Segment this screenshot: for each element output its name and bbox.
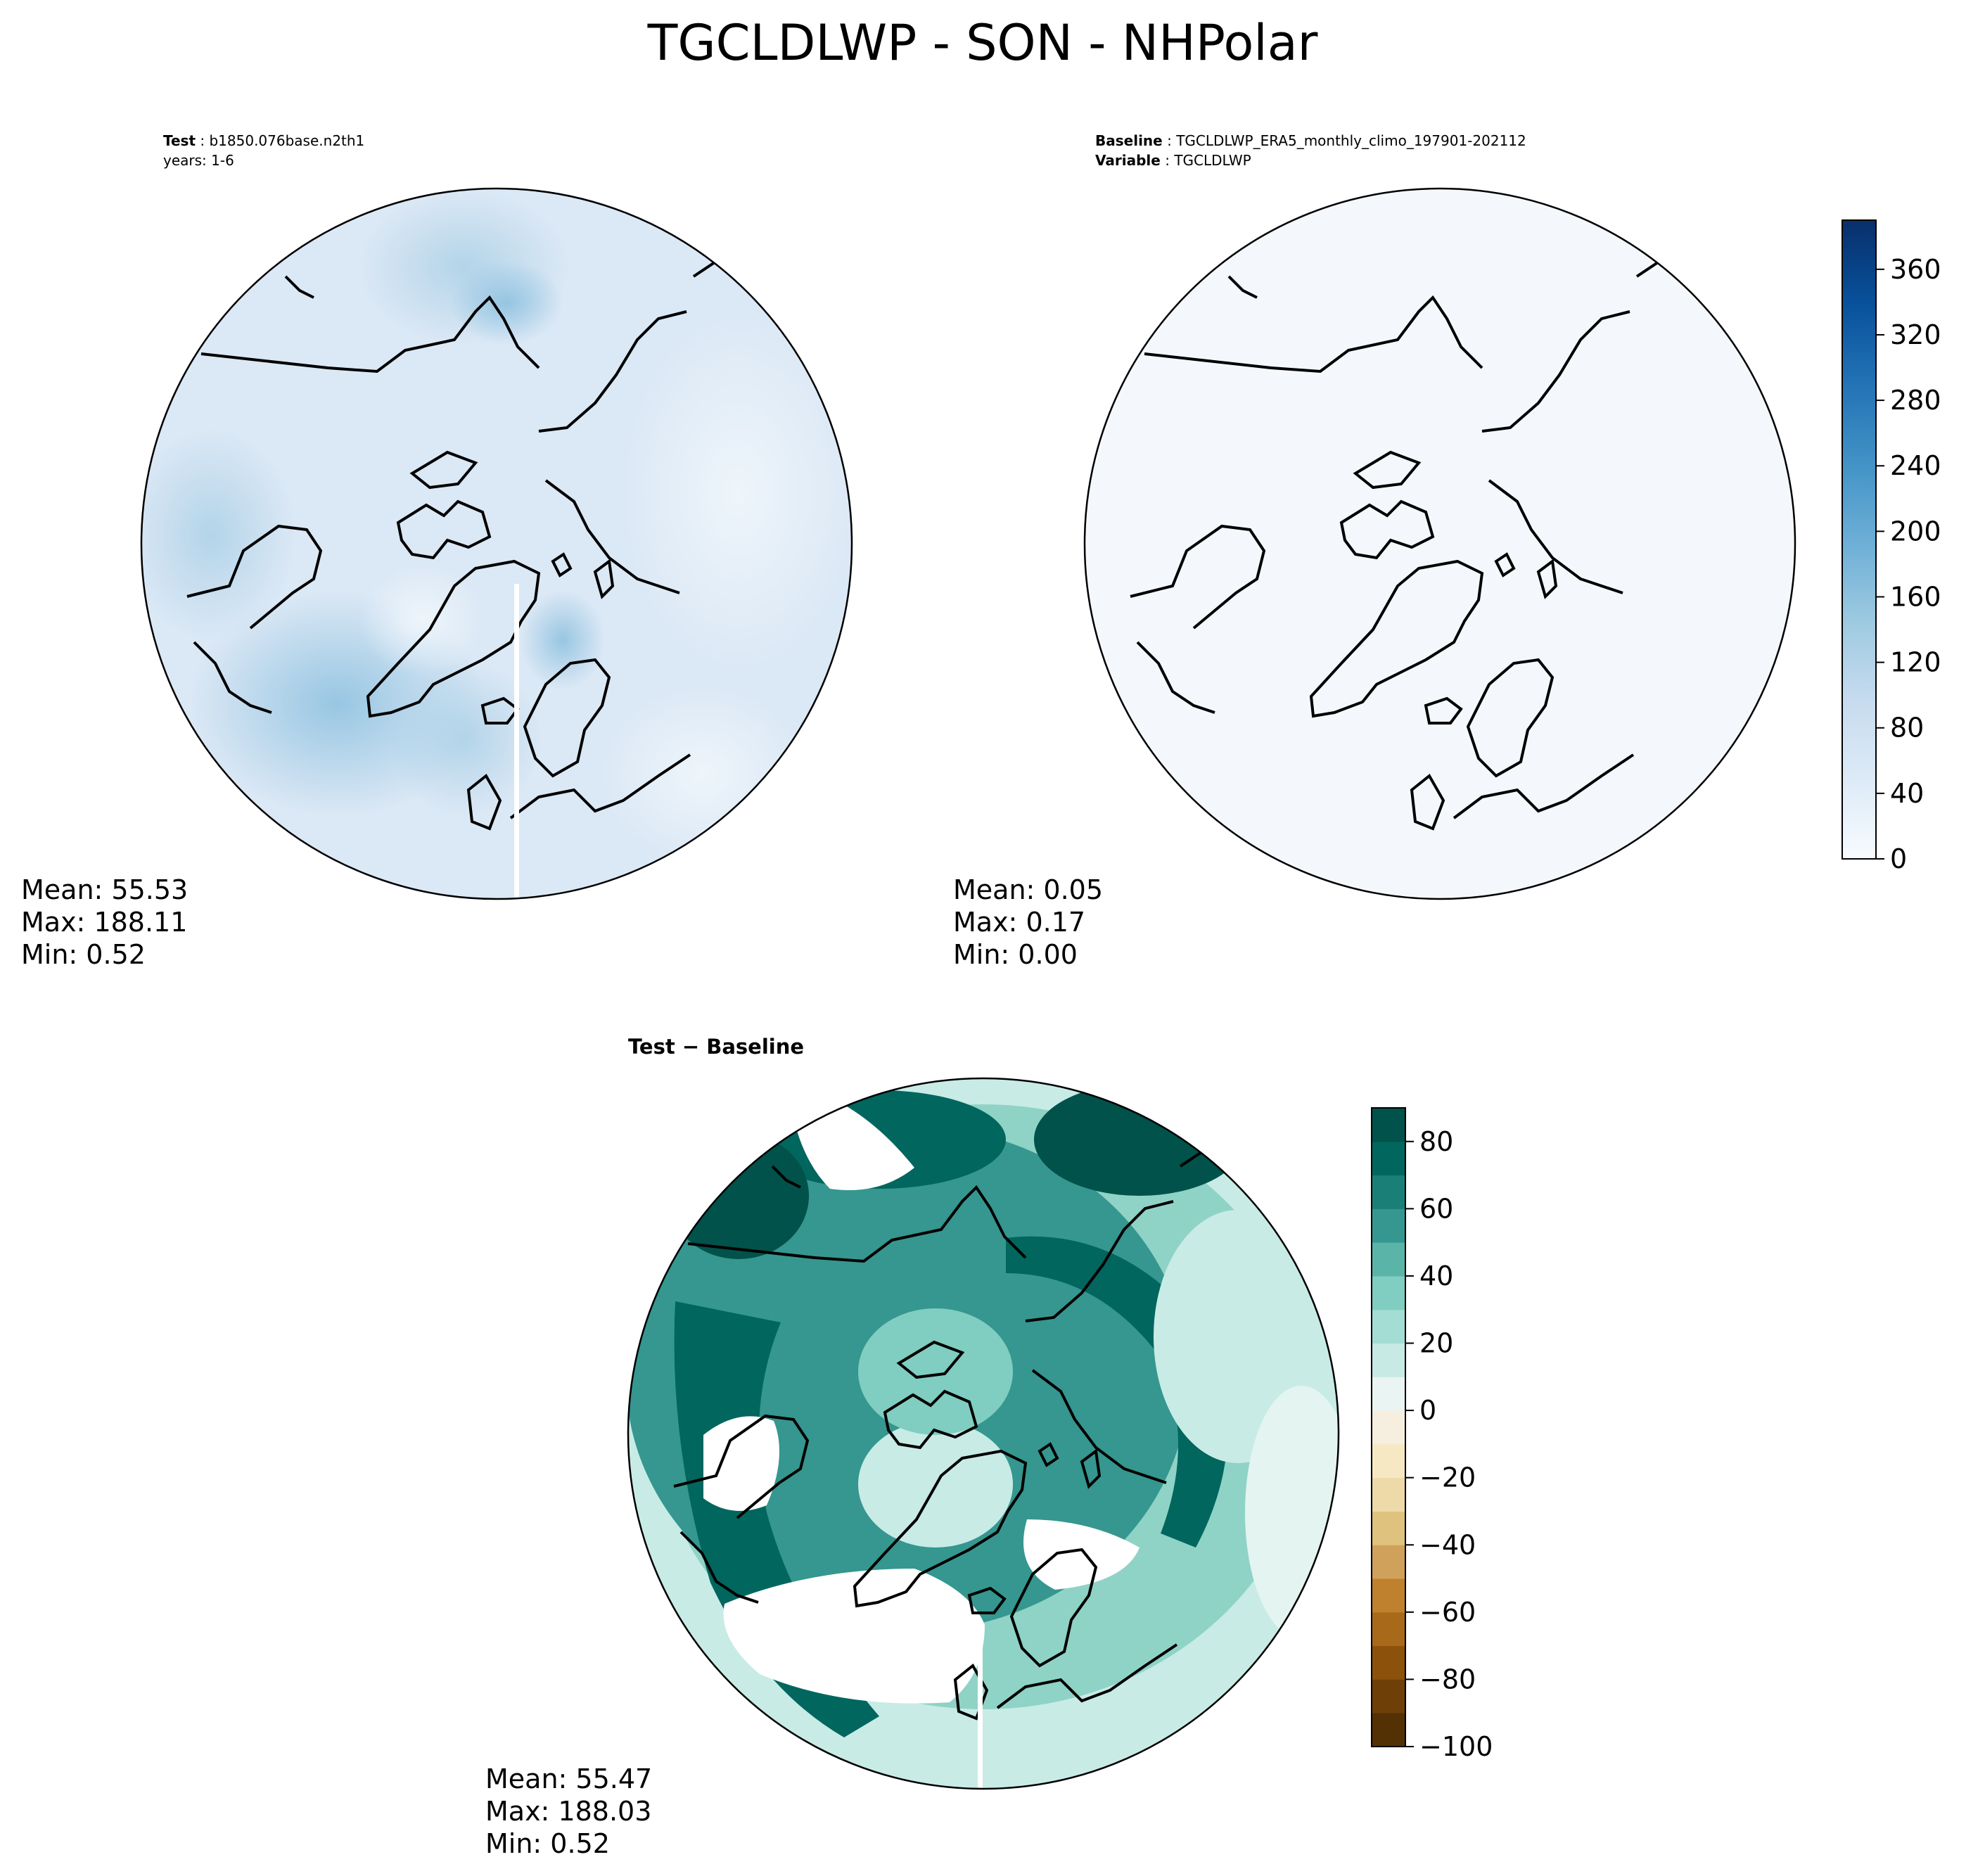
colorbar-brbg-level [1372,1477,1405,1512]
colorbar-brbg-level [1372,1343,1405,1377]
difference-map-border [627,1077,1340,1790]
colorbar-blues-ticks: 0 40 80 120 160 200 240 280 320 360 [1876,254,1941,874]
baseline-map-border [1083,187,1796,900]
panel-test: Test : b1850.076base.n2th1 years: 1-6 Me… [21,132,853,970]
panel-baseline: Baseline : TGCLDLWP_ERA5_monthly_climo_1… [953,132,1796,970]
colorbar-brbg-tick-label: 0 [1419,1395,1436,1426]
colorbar-brbg-bar [1371,1107,1406,1747]
baseline-field-map [1085,189,1795,899]
panel-baseline-min: Min: 0.00 [953,939,1078,970]
panel-difference-min: Min: 0.52 [485,1828,610,1859]
colorbar-brbg-tick-label: 60 [1419,1193,1453,1224]
colorbar-blues-tick-label: 160 [1890,581,1941,612]
colorbar-brbg-level [1372,1545,1405,1579]
colorbar-brbg-level [1372,1612,1405,1647]
panel-test-header-value: b1850.076base.n2th1 [209,132,364,149]
colorbar-brbg-level [1372,1511,1405,1545]
panel-test-min: Min: 0.52 [21,939,146,970]
panel-test-years: years: 1-6 [163,152,234,169]
svg-text:Test : b1850.076b: Test : b1850.076base.n2th1 [163,132,364,149]
colorbar-brbg-tick-label: −60 [1419,1597,1476,1628]
colorbar-brbg-level [1372,1578,1405,1613]
colorbar-blues-tick-label: 80 [1890,713,1924,744]
panel-difference-mean: Mean: 55.47 [485,1763,652,1794]
colorbar-brbg-level [1372,1679,1405,1714]
panel-test-mean: Mean: 55.53 [21,874,188,905]
colorbar-brbg-tick-label: −20 [1419,1462,1476,1493]
colorbar-brbg-tick-label: 40 [1419,1261,1453,1291]
panel-difference-max: Max: 188.03 [485,1796,651,1827]
panel-baseline-variable-key: Variable [1095,152,1161,169]
colorbar-brbg-level [1372,1208,1405,1243]
colorbar-brbg-level [1372,1713,1405,1747]
test-map-border [140,187,853,900]
colorbar-blues-tick-label: 320 [1890,319,1941,350]
colorbar-brbg-level [1372,1377,1405,1411]
colorbar-brbg-level [1372,1275,1405,1310]
colorbar-brbg-level [1372,1175,1405,1209]
colorbar-brbg-level [1372,1141,1405,1176]
figure-title: TGCLDLWP - SON - NHPolar [647,14,1318,72]
panel-baseline-variable-value: TGCLDLWP [1173,152,1251,169]
colorbar-brbg-tick-label: 80 [1419,1126,1453,1157]
difference-field-map [628,1078,1339,1789]
colorbar-blues: 0 40 80 120 160 200 240 280 320 360 [1841,219,1941,874]
panel-baseline-header-key: Baseline [1095,132,1163,149]
colorbar-blues-bar [1841,219,1877,860]
colorbar-brbg-level [1372,1108,1405,1142]
colorbar-brbg-level [1372,1410,1405,1445]
colorbar-blues-tick-label: 280 [1890,385,1941,416]
panel-test-header-key: Test [163,132,196,149]
panel-test-max: Max: 188.11 [21,907,187,938]
panel-baseline-header-value: TGCLDLWP_ERA5_monthly_climo_197901-20211… [1175,132,1526,149]
colorbar-brbg-blocks [1372,1108,1405,1747]
colorbar-blues-tick-label: 240 [1890,450,1941,481]
svg-text:Variable : TGCLDL: Variable : TGCLDLWP [1095,152,1251,169]
panel-baseline-mean: Mean: 0.05 [953,874,1103,905]
colorbar-brbg-level [1372,1645,1405,1680]
svg-text:Baseline : TGCLDL: Baseline : TGCLDLWP_ERA5_monthly_climo_1… [1095,132,1526,149]
colorbar-brbg-tick-label: −40 [1419,1529,1476,1560]
colorbar-blues-tick-label: 360 [1890,254,1941,285]
colorbar-brbg-level [1372,1242,1405,1277]
panel-difference-title: Test − Baseline [628,1035,804,1059]
colorbar-brbg-level [1372,1443,1405,1479]
colorbar-brbg-tick-label: −80 [1419,1664,1476,1695]
colorbar-blues-tick-label: 40 [1890,778,1924,809]
colorbar-brbg: −100 −80 −60 −40 −20 0 20 40 60 80 [1371,1107,1493,1762]
colorbar-brbg-tick-label: −100 [1419,1731,1493,1762]
test-field-map [141,189,852,899]
colorbar-brbg-level [1372,1309,1405,1344]
colorbar-blues-tick-label: 200 [1890,516,1941,547]
colorbar-blues-tick-label: 0 [1890,843,1907,874]
panel-difference: Test − Baseline Mean: 55. [485,1035,1340,1859]
colorbar-blues-tick-label: 120 [1890,647,1941,678]
colorbar-brbg-tick-label: 20 [1419,1328,1453,1359]
panel-baseline-max: Max: 0.17 [953,907,1085,938]
colorbar-brbg-ticks: −100 −80 −60 −40 −20 0 20 40 60 80 [1405,1126,1493,1762]
